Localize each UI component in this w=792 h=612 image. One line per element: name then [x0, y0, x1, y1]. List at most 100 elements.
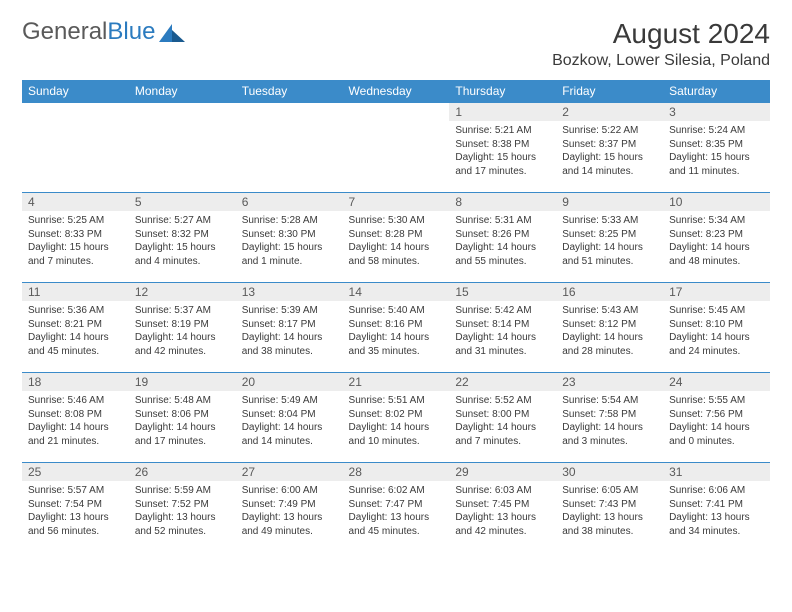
day-data: Sunrise: 6:05 AMSunset: 7:43 PMDaylight:…: [556, 481, 663, 541]
day-number: 5: [129, 193, 236, 211]
day-data: Sunrise: 5:24 AMSunset: 8:35 PMDaylight:…: [663, 121, 770, 181]
day-data: Sunrise: 5:34 AMSunset: 8:23 PMDaylight:…: [663, 211, 770, 271]
day-number: 31: [663, 463, 770, 481]
calendar-cell: 10Sunrise: 5:34 AMSunset: 8:23 PMDayligh…: [663, 193, 770, 283]
calendar-cell: 13Sunrise: 5:39 AMSunset: 8:17 PMDayligh…: [236, 283, 343, 373]
day-data: Sunrise: 6:00 AMSunset: 7:49 PMDaylight:…: [236, 481, 343, 541]
calendar-cell: 19Sunrise: 5:48 AMSunset: 8:06 PMDayligh…: [129, 373, 236, 463]
day-data: Sunrise: 5:42 AMSunset: 8:14 PMDaylight:…: [449, 301, 556, 361]
calendar-cell: 28Sunrise: 6:02 AMSunset: 7:47 PMDayligh…: [343, 463, 450, 553]
weekday-header: Sunday: [22, 80, 129, 103]
day-number: 12: [129, 283, 236, 301]
calendar-cell: [22, 103, 129, 193]
calendar-cell: 3Sunrise: 5:24 AMSunset: 8:35 PMDaylight…: [663, 103, 770, 193]
day-number: 17: [663, 283, 770, 301]
day-data: Sunrise: 5:21 AMSunset: 8:38 PMDaylight:…: [449, 121, 556, 181]
calendar-cell: 8Sunrise: 5:31 AMSunset: 8:26 PMDaylight…: [449, 193, 556, 283]
day-number: 18: [22, 373, 129, 391]
logo: GeneralBlue: [22, 18, 185, 46]
day-number: 8: [449, 193, 556, 211]
day-number: 16: [556, 283, 663, 301]
day-number: 24: [663, 373, 770, 391]
day-data: Sunrise: 5:31 AMSunset: 8:26 PMDaylight:…: [449, 211, 556, 271]
day-number: 19: [129, 373, 236, 391]
calendar-cell: 26Sunrise: 5:59 AMSunset: 7:52 PMDayligh…: [129, 463, 236, 553]
day-data: Sunrise: 5:46 AMSunset: 8:08 PMDaylight:…: [22, 391, 129, 451]
day-data: Sunrise: 6:06 AMSunset: 7:41 PMDaylight:…: [663, 481, 770, 541]
day-number: 25: [22, 463, 129, 481]
day-number: 21: [343, 373, 450, 391]
calendar-cell: 11Sunrise: 5:36 AMSunset: 8:21 PMDayligh…: [22, 283, 129, 373]
day-number: 2: [556, 103, 663, 121]
day-data: Sunrise: 6:02 AMSunset: 7:47 PMDaylight:…: [343, 481, 450, 541]
calendar-cell: 16Sunrise: 5:43 AMSunset: 8:12 PMDayligh…: [556, 283, 663, 373]
day-data: Sunrise: 5:28 AMSunset: 8:30 PMDaylight:…: [236, 211, 343, 271]
day-number: 27: [236, 463, 343, 481]
calendar-cell: 25Sunrise: 5:57 AMSunset: 7:54 PMDayligh…: [22, 463, 129, 553]
calendar-cell: 27Sunrise: 6:00 AMSunset: 7:49 PMDayligh…: [236, 463, 343, 553]
calendar-cell: 17Sunrise: 5:45 AMSunset: 8:10 PMDayligh…: [663, 283, 770, 373]
calendar-cell: 22Sunrise: 5:52 AMSunset: 8:00 PMDayligh…: [449, 373, 556, 463]
day-data: Sunrise: 5:40 AMSunset: 8:16 PMDaylight:…: [343, 301, 450, 361]
calendar-cell: 24Sunrise: 5:55 AMSunset: 7:56 PMDayligh…: [663, 373, 770, 463]
day-number: 15: [449, 283, 556, 301]
day-data: Sunrise: 5:37 AMSunset: 8:19 PMDaylight:…: [129, 301, 236, 361]
day-data: Sunrise: 6:03 AMSunset: 7:45 PMDaylight:…: [449, 481, 556, 541]
day-data: Sunrise: 5:36 AMSunset: 8:21 PMDaylight:…: [22, 301, 129, 361]
day-number: 23: [556, 373, 663, 391]
weekday-header: Wednesday: [343, 80, 450, 103]
calendar-table: SundayMondayTuesdayWednesdayThursdayFrid…: [22, 80, 770, 553]
day-number: 6: [236, 193, 343, 211]
day-number: 3: [663, 103, 770, 121]
day-data: Sunrise: 5:48 AMSunset: 8:06 PMDaylight:…: [129, 391, 236, 451]
calendar-cell: 9Sunrise: 5:33 AMSunset: 8:25 PMDaylight…: [556, 193, 663, 283]
calendar-cell: 14Sunrise: 5:40 AMSunset: 8:16 PMDayligh…: [343, 283, 450, 373]
day-data: Sunrise: 5:51 AMSunset: 8:02 PMDaylight:…: [343, 391, 450, 451]
calendar-cell: [129, 103, 236, 193]
day-data: Sunrise: 5:43 AMSunset: 8:12 PMDaylight:…: [556, 301, 663, 361]
day-data: Sunrise: 5:59 AMSunset: 7:52 PMDaylight:…: [129, 481, 236, 541]
day-data: Sunrise: 5:55 AMSunset: 7:56 PMDaylight:…: [663, 391, 770, 451]
calendar-cell: 7Sunrise: 5:30 AMSunset: 8:28 PMDaylight…: [343, 193, 450, 283]
calendar-cell: 4Sunrise: 5:25 AMSunset: 8:33 PMDaylight…: [22, 193, 129, 283]
day-data: Sunrise: 5:49 AMSunset: 8:04 PMDaylight:…: [236, 391, 343, 451]
header: GeneralBlue August 2024 Bozkow, Lower Si…: [22, 18, 770, 70]
day-number: 4: [22, 193, 129, 211]
day-number: 11: [22, 283, 129, 301]
weekday-header: Tuesday: [236, 80, 343, 103]
day-data: Sunrise: 5:45 AMSunset: 8:10 PMDaylight:…: [663, 301, 770, 361]
calendar-cell: 6Sunrise: 5:28 AMSunset: 8:30 PMDaylight…: [236, 193, 343, 283]
logo-mark-icon: [159, 22, 185, 42]
calendar-cell: 5Sunrise: 5:27 AMSunset: 8:32 PMDaylight…: [129, 193, 236, 283]
calendar-cell: 20Sunrise: 5:49 AMSunset: 8:04 PMDayligh…: [236, 373, 343, 463]
day-data: Sunrise: 5:57 AMSunset: 7:54 PMDaylight:…: [22, 481, 129, 541]
day-number: 28: [343, 463, 450, 481]
day-number: 1: [449, 103, 556, 121]
day-number: 20: [236, 373, 343, 391]
calendar-cell: 21Sunrise: 5:51 AMSunset: 8:02 PMDayligh…: [343, 373, 450, 463]
calendar-cell: 29Sunrise: 6:03 AMSunset: 7:45 PMDayligh…: [449, 463, 556, 553]
calendar-cell: 12Sunrise: 5:37 AMSunset: 8:19 PMDayligh…: [129, 283, 236, 373]
weekday-header: Monday: [129, 80, 236, 103]
day-number: 9: [556, 193, 663, 211]
calendar-cell: 30Sunrise: 6:05 AMSunset: 7:43 PMDayligh…: [556, 463, 663, 553]
weekday-header: Thursday: [449, 80, 556, 103]
location: Bozkow, Lower Silesia, Poland: [552, 52, 770, 70]
calendar-cell: 2Sunrise: 5:22 AMSunset: 8:37 PMDaylight…: [556, 103, 663, 193]
weekday-header: Friday: [556, 80, 663, 103]
day-number: 30: [556, 463, 663, 481]
day-number: 13: [236, 283, 343, 301]
weekday-header: Saturday: [663, 80, 770, 103]
month-title: August 2024: [552, 18, 770, 50]
day-data: Sunrise: 5:22 AMSunset: 8:37 PMDaylight:…: [556, 121, 663, 181]
title-block: August 2024 Bozkow, Lower Silesia, Polan…: [552, 18, 770, 70]
day-data: Sunrise: 5:54 AMSunset: 7:58 PMDaylight:…: [556, 391, 663, 451]
day-data: Sunrise: 5:33 AMSunset: 8:25 PMDaylight:…: [556, 211, 663, 271]
calendar-cell: 23Sunrise: 5:54 AMSunset: 7:58 PMDayligh…: [556, 373, 663, 463]
day-number: 14: [343, 283, 450, 301]
calendar-cell: 31Sunrise: 6:06 AMSunset: 7:41 PMDayligh…: [663, 463, 770, 553]
day-number: 22: [449, 373, 556, 391]
calendar-cell: [236, 103, 343, 193]
day-data: Sunrise: 5:25 AMSunset: 8:33 PMDaylight:…: [22, 211, 129, 271]
day-data: Sunrise: 5:27 AMSunset: 8:32 PMDaylight:…: [129, 211, 236, 271]
